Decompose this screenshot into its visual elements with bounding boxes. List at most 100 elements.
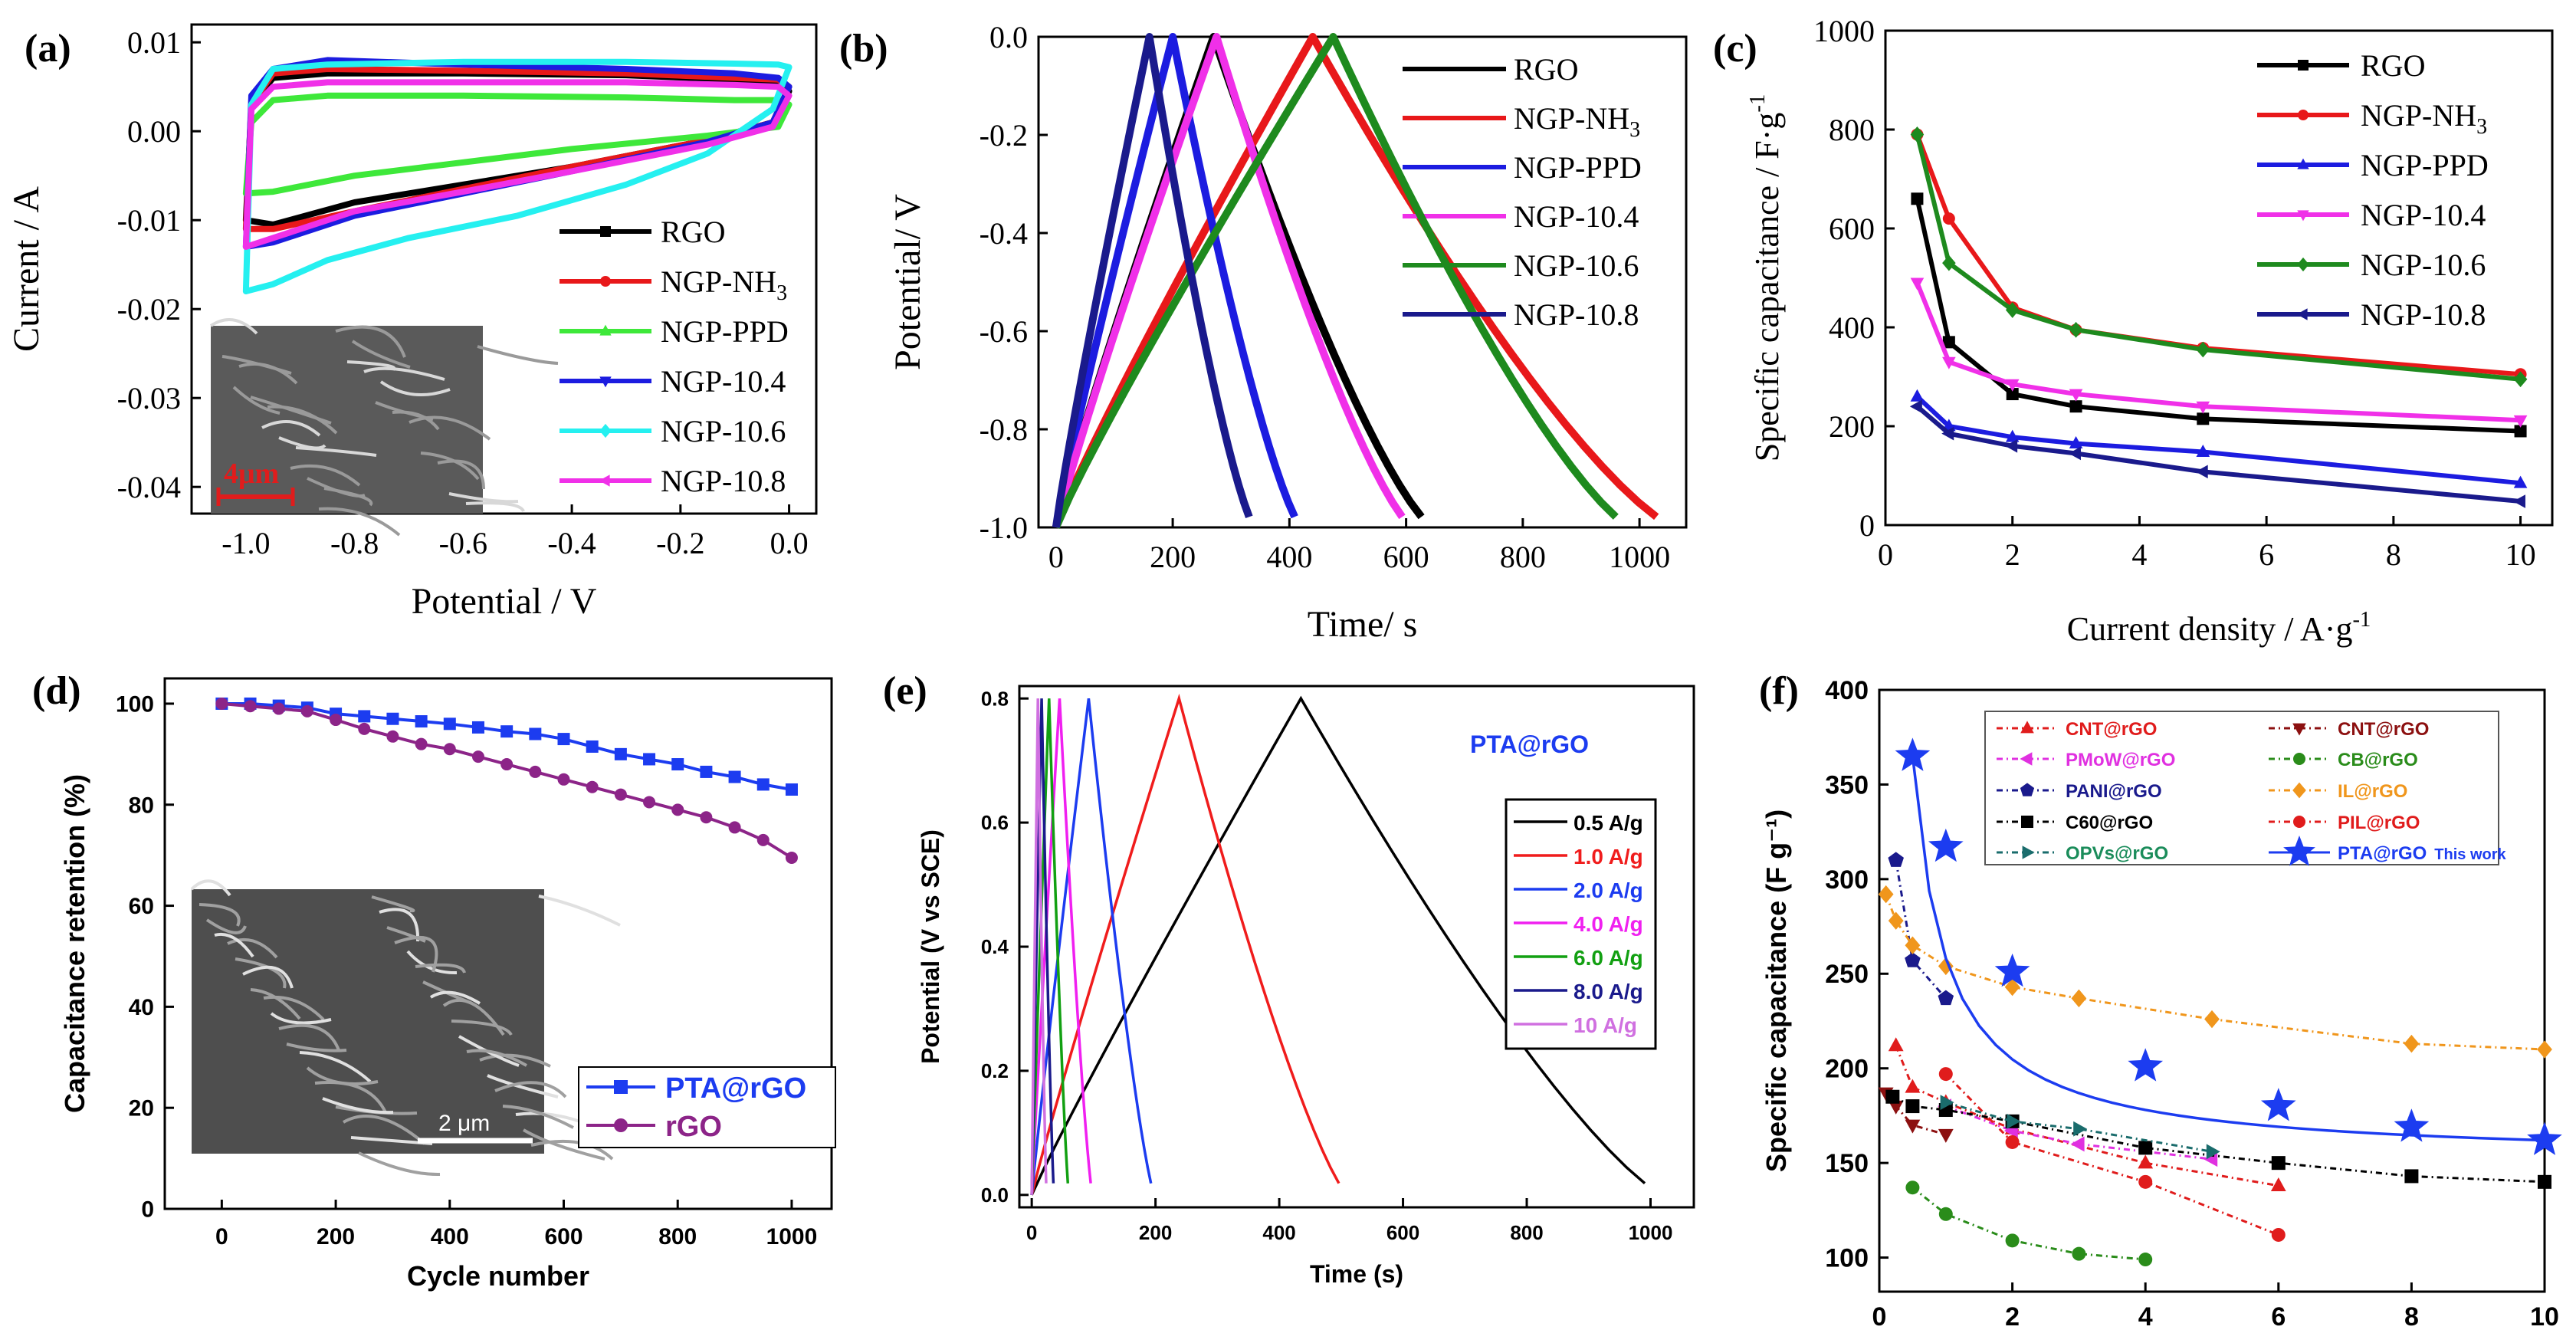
legend-label: PIL@rGO: [2338, 813, 2420, 833]
data-point: [1942, 356, 1956, 369]
data-point: [643, 753, 656, 766]
data-point: [1942, 336, 1955, 349]
gcd-curve: [1052, 33, 1253, 528]
y-tick-label: -0.2: [980, 118, 1028, 153]
legend-label: NGP-PPD: [2361, 148, 2489, 182]
data-point: [2006, 388, 2019, 401]
y-tick-label: 100: [1825, 1243, 1869, 1272]
legend-label: RGO: [661, 215, 725, 249]
sem-texture: [422, 980, 473, 1005]
x-axis-label-sup: -1: [2352, 608, 2371, 632]
sem-texture: [261, 420, 321, 437]
plot-frame: [1878, 688, 2546, 1293]
x-tick-label: 200: [1150, 540, 1196, 574]
data-point: [2068, 446, 2081, 461]
legend-label: 8.0 A/g: [1573, 980, 1643, 1003]
data-point: [728, 770, 741, 783]
data-point: [2005, 379, 2020, 392]
series-curve: [1892, 1095, 2545, 1184]
sem-texture: [286, 1043, 347, 1052]
sem-texture: [314, 1081, 387, 1113]
y-tick-label: -0.03: [117, 381, 181, 415]
legend-marker: [600, 276, 611, 287]
x-tick-label: 800: [1510, 1221, 1543, 1244]
y-tick-label: 60: [129, 894, 154, 919]
sem-texture: [494, 1081, 567, 1098]
data-point: [1942, 212, 1955, 225]
y-tick-label: -0.8: [980, 412, 1028, 447]
y-tick-label: 0.0: [981, 1184, 1009, 1207]
y-tick-label: 0: [141, 1197, 154, 1223]
data-point: [386, 730, 399, 743]
y-tick-label: 40: [129, 995, 154, 1020]
legend-label: CNT@rGO: [2066, 719, 2157, 740]
panel-label: (f): [1759, 669, 1799, 713]
data-point: [500, 725, 514, 738]
data-point: [671, 758, 684, 771]
legend-label: IL@rGO: [2338, 781, 2407, 802]
legend-label: NGP-NH3: [2361, 98, 2487, 139]
x-tick-label: 0: [1026, 1221, 1037, 1244]
data-point: [2072, 1246, 2086, 1261]
legend-label: C60@rGO: [2066, 813, 2153, 833]
sem-inset: 4μm: [209, 318, 559, 537]
sem-texture: [270, 1012, 332, 1025]
legend-marker: [599, 474, 610, 487]
x-tick-label: 400: [431, 1224, 469, 1249]
data-point: [471, 721, 484, 734]
data-point: [1888, 1037, 1904, 1052]
data-point: [2206, 1144, 2220, 1160]
data-point: [244, 700, 257, 713]
y-tick-label: -0.01: [117, 203, 181, 238]
rate-curve: [1915, 198, 2521, 434]
x-tick-label: 400: [1266, 540, 1312, 574]
data-point: [471, 750, 484, 763]
y-tick-label: 0.8: [981, 687, 1009, 710]
series-curve: [1944, 1073, 2279, 1236]
legend-label: RGO: [1514, 52, 1578, 87]
x-tick-label: 0: [1878, 537, 1893, 572]
x-tick-label: 4: [2131, 537, 2147, 572]
legend-marker: [2293, 816, 2305, 828]
panel-label: (d): [32, 669, 81, 713]
legend-label: NGP-10.8: [2361, 297, 2486, 332]
data-point: [586, 740, 599, 753]
data-point: [2069, 321, 2083, 338]
sem-texture: [214, 932, 254, 958]
sem-texture: [209, 318, 258, 335]
chart-title: PTA@rGO: [1470, 731, 1589, 758]
data-point: [2138, 1253, 2153, 1267]
legend-label: NGP-10.4: [661, 364, 786, 399]
legend-marker: [599, 376, 612, 388]
data-point: [2512, 494, 2525, 508]
x-tick-label: 600: [1383, 540, 1429, 574]
sem-texture: [379, 380, 451, 397]
x-tick-label: 8: [2404, 1302, 2419, 1332]
data-point: [2128, 1048, 2164, 1082]
data-point: [2513, 415, 2528, 428]
y-tick-label: 1000: [1813, 14, 1875, 48]
gcd-curve: [1052, 33, 1406, 529]
data-point: [272, 702, 285, 715]
y-tick-label: -0.6: [980, 314, 1028, 349]
y-tick-label: 800: [1829, 113, 1875, 147]
x-tick-label: 800: [1500, 540, 1546, 574]
gcd-curve: [1052, 33, 1659, 529]
data-point: [1905, 952, 1921, 967]
x-tick-label: 200: [317, 1224, 355, 1249]
x-axis-label: Time/ s: [1308, 604, 1418, 645]
sem-texture: [232, 386, 281, 415]
legend-marker: [600, 226, 611, 237]
x-axis-label: Cycle number: [407, 1260, 589, 1292]
gcd-curve: [1030, 695, 1646, 1196]
x-tick-label: 0: [215, 1224, 228, 1249]
gcd-curve: [1052, 33, 1619, 530]
gcd-curve: [1052, 33, 1298, 528]
scale-bar-label: 4μm: [224, 458, 279, 490]
x-tick-label: 6: [2259, 537, 2274, 572]
panel-a: -1.0 -0.8 -0.6 -0.4 -0.2 0.0 0.01 0.00 -0.01 -0.0…: [6, 23, 818, 622]
legend-marker: [2297, 158, 2309, 169]
data-point: [1878, 885, 1894, 904]
y-tick-label: 0.4: [981, 935, 1009, 958]
sem-texture: [351, 340, 411, 369]
